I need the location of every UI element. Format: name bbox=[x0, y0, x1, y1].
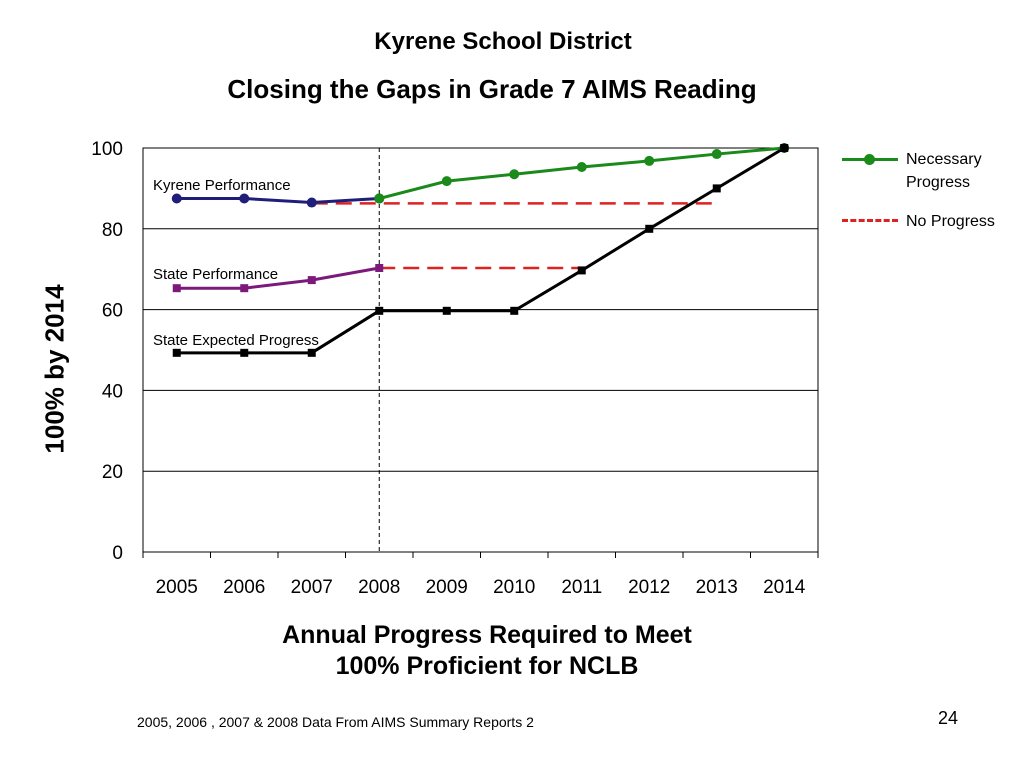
page-number: 24 bbox=[938, 708, 959, 728]
legend-swatch-marker bbox=[864, 154, 875, 165]
series-line-state-performance bbox=[176, 266, 380, 290]
legend-item-no-progress: No Progress bbox=[838, 210, 1018, 233]
district-title: Kyrene School District bbox=[374, 28, 632, 55]
data-point-state-expected-progress bbox=[375, 306, 384, 315]
data-point-necessary-progress bbox=[441, 176, 452, 187]
legend-swatch-dash bbox=[842, 219, 898, 222]
y-tick-label: 100 bbox=[91, 139, 123, 160]
x-tick-label: 2010 bbox=[493, 577, 535, 598]
data-point-kyrene-performance bbox=[306, 197, 317, 208]
series-line-state-expected-progress bbox=[176, 146, 786, 355]
data-point-state-expected-progress bbox=[712, 184, 721, 193]
data-point-state-performance bbox=[240, 284, 249, 293]
x-tick-label: 2008 bbox=[358, 577, 400, 598]
y-axis-label: 100% by 2014 bbox=[39, 284, 70, 454]
x-axis-label: Annual Progress Required to Meet 100% Pr… bbox=[187, 620, 787, 682]
annotation-state-performance: State Performance bbox=[153, 266, 278, 283]
series-line-kyrene-performance bbox=[176, 197, 380, 205]
chart-title: Closing the Gaps in Grade 7 AIMS Reading bbox=[227, 74, 757, 104]
data-point-state-expected-progress bbox=[510, 306, 519, 315]
x-tick-label: 2007 bbox=[291, 577, 333, 598]
x-axis-label-line-1: Annual Progress Required to Meet bbox=[282, 621, 692, 649]
x-tick-label: 2012 bbox=[628, 577, 670, 598]
legend-item-necessary-progress: Necessary Progress bbox=[838, 148, 1018, 194]
annotation-kyrene-performance: Kyrene Performance bbox=[153, 177, 291, 194]
data-point-kyrene-performance bbox=[171, 193, 182, 204]
data-point-state-performance bbox=[307, 276, 316, 285]
data-point-necessary-progress bbox=[711, 149, 722, 160]
data-point-state-performance bbox=[172, 284, 181, 293]
x-tick-label: 2014 bbox=[763, 577, 806, 598]
data-point-state-expected-progress bbox=[442, 306, 451, 315]
data-point-necessary-progress bbox=[509, 169, 520, 180]
legend-label: No Progress bbox=[906, 213, 995, 230]
data-point-state-performance bbox=[375, 263, 384, 272]
data-point-necessary-progress bbox=[576, 161, 587, 172]
x-tick-label: 2011 bbox=[561, 577, 602, 598]
y-tick-label: 0 bbox=[112, 543, 123, 564]
x-tick-label: 2013 bbox=[696, 577, 738, 598]
y-tick-label: 20 bbox=[102, 462, 123, 483]
x-tick-label: 2009 bbox=[426, 577, 468, 598]
footnote: 2005, 2006 , 2007 & 2008 Data From AIMS … bbox=[137, 714, 534, 730]
x-axis-label-line-2: 100% Proficient for NCLB bbox=[335, 652, 639, 680]
legend-label: Necessary Progress bbox=[906, 151, 982, 191]
data-point-necessary-progress bbox=[374, 193, 385, 204]
legend: Necessary Progress No Progress bbox=[838, 148, 1018, 249]
data-point-state-expected-progress bbox=[577, 266, 586, 275]
annotation-state-expected-progress: State Expected Progress bbox=[153, 332, 319, 349]
data-point-kyrene-performance bbox=[239, 193, 250, 204]
data-point-state-expected-progress bbox=[240, 348, 249, 357]
y-tick-label: 40 bbox=[102, 381, 123, 402]
data-point-convergence bbox=[779, 143, 789, 153]
y-tick-label: 60 bbox=[102, 301, 123, 322]
data-point-state-expected-progress bbox=[645, 224, 654, 233]
x-tick-label: 2005 bbox=[156, 577, 198, 598]
data-point-state-expected-progress bbox=[172, 348, 181, 357]
data-point-necessary-progress bbox=[644, 155, 655, 166]
data-point-state-expected-progress bbox=[307, 348, 316, 357]
series-line-necessary-progress bbox=[378, 146, 785, 200]
y-tick-label: 80 bbox=[102, 220, 123, 241]
x-tick-label: 2006 bbox=[223, 577, 265, 598]
